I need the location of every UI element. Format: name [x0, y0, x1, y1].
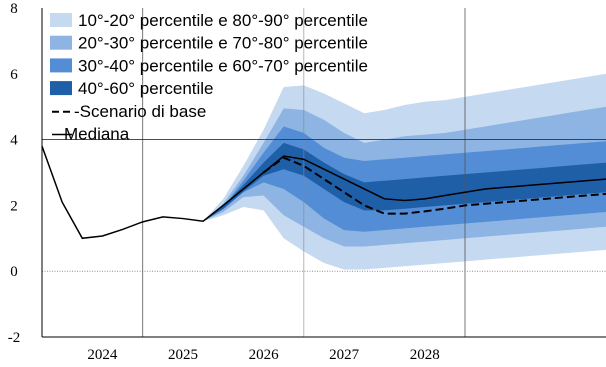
legend-swatch [50, 13, 72, 27]
series-line-mediana [41, 145, 606, 240]
y-tick-label: 4 [10, 133, 18, 149]
axes: -2 0 2 4 6 8 2024 2025 2026 2027 2028 [8, 1, 606, 363]
series-lines [41, 145, 606, 240]
legend-swatch [50, 35, 72, 50]
y-tick-label: 0 [10, 264, 18, 280]
legend-label: 10°-20° percentile e 80°-90° percentile [78, 11, 368, 30]
legend-label: 20°-30° percentile e 70°-80° percentile [78, 34, 368, 53]
series-line-scenario-di-base [262, 156, 606, 215]
y-tick-label: 8 [10, 1, 18, 17]
legend-label: 40°-60° percentile [78, 79, 214, 98]
x-tick-label: 2026 [249, 347, 280, 363]
y-tick-label: -2 [8, 330, 21, 346]
legend-swatch [50, 81, 72, 96]
legend-label: Mediana [64, 125, 130, 144]
x-tick-label: 2028 [410, 347, 440, 363]
legend-swatch [50, 58, 72, 73]
y-tick-label: 6 [10, 67, 18, 83]
x-tick-label: 2027 [329, 347, 360, 363]
legend-label: 30°-40° percentile e 60°-70° percentile [78, 56, 368, 75]
x-tick-label: 2025 [168, 347, 198, 363]
legend: 10°-20° percentile e 80°-90° percentile 2… [50, 11, 368, 144]
grid-lines [42, 8, 606, 337]
legend-label: -Scenario di base [74, 102, 206, 121]
x-tick-label: 2024 [87, 347, 118, 363]
y-tick-label: 2 [10, 198, 18, 214]
